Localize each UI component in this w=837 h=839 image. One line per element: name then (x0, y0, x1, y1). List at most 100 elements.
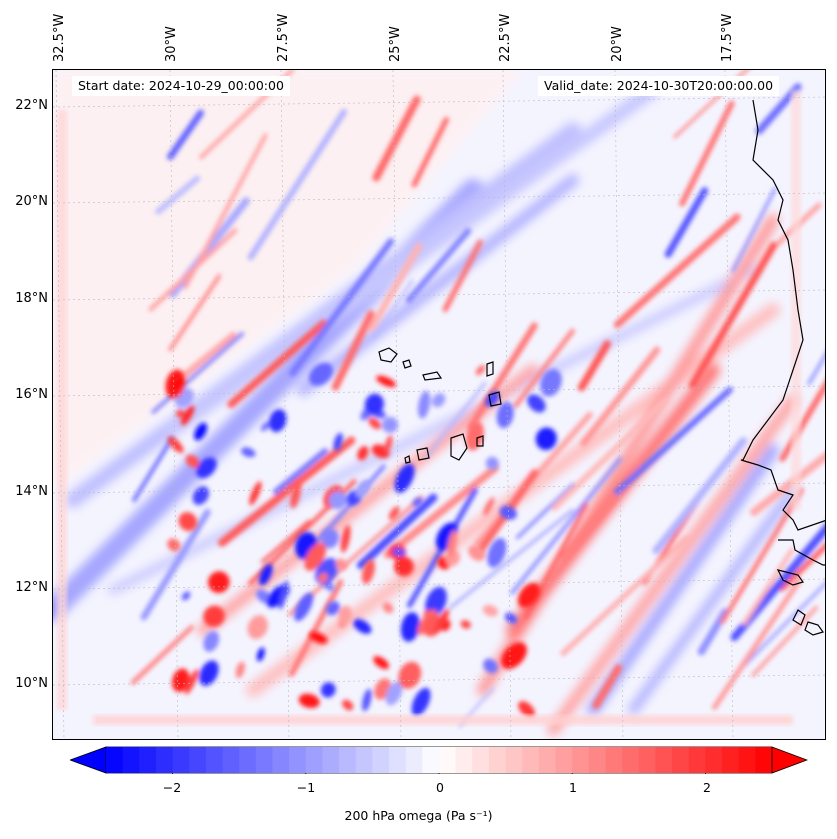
river-estuary (776, 569, 804, 586)
omega-cell (368, 417, 382, 430)
omega-streak (405, 228, 472, 304)
omega-streak (130, 624, 194, 685)
lon-label-25w: 25°W (388, 26, 403, 62)
omega-cell (373, 656, 389, 670)
colorbar-step (422, 747, 440, 773)
omega-cell (392, 547, 406, 557)
omega-band (628, 485, 798, 715)
colorbar-step (722, 747, 740, 773)
colorbar-tick-label: 1 (569, 780, 577, 795)
colorbar-step (106, 747, 124, 773)
omega-cell (308, 362, 333, 386)
omega-streak (467, 322, 538, 431)
colorbar-step (688, 747, 706, 773)
map-panel[interactable] (52, 69, 826, 740)
lat-label-22n: 22°N (15, 98, 48, 113)
colorbar-step (655, 747, 673, 773)
omega-cell (247, 615, 268, 640)
omega-cell (167, 436, 184, 453)
omega-cell (181, 591, 191, 601)
lat-label-14n: 14°N (15, 484, 48, 499)
colorbar-step (305, 747, 323, 773)
omega-cell (184, 669, 199, 695)
omega-band (547, 394, 799, 736)
omega-streak (168, 274, 222, 352)
omega-cell (203, 630, 220, 652)
lon-label-20w: 20°W (610, 26, 625, 62)
colorbar-step (472, 747, 490, 773)
colorbar-step (705, 747, 723, 773)
omega-cell (411, 687, 431, 717)
colorbar-tick-marks (172, 773, 706, 774)
lat-label-16n: 16°N (15, 387, 48, 402)
west-africa-coast (740, 99, 825, 531)
omega-cell (487, 538, 507, 568)
coastlines (740, 99, 825, 636)
colorbar-step (439, 747, 457, 773)
omega-streak (183, 133, 268, 290)
omega-cell (172, 668, 190, 693)
omega-streak (673, 70, 749, 139)
omega-cell (501, 642, 527, 669)
convective-cells (165, 362, 562, 718)
lat-label-12n: 12°N (15, 580, 48, 595)
parallel-line (53, 96, 825, 108)
parallel-line (53, 289, 825, 301)
omega-cell (318, 572, 328, 583)
omega-cell (196, 457, 217, 479)
colorbar-tick-label: −1 (296, 780, 316, 795)
colorbar-step (339, 747, 357, 773)
maio-island (476, 435, 484, 447)
omega-cell (355, 479, 371, 498)
colorbar-step (255, 747, 273, 773)
omega-cell (475, 364, 486, 376)
colorbar-label: 200 hPa omega (Pa s⁻¹) (344, 808, 493, 823)
valid-date-annotation: Valid_date: 2024-10-30T20:00:00.00 (538, 76, 780, 96)
omega-cell (294, 592, 314, 622)
colorbar-step (172, 747, 190, 773)
omega-cell (173, 378, 184, 390)
omega-cell (309, 631, 328, 644)
bijagos-island-a (792, 609, 806, 626)
meridian-line (280, 70, 290, 739)
colorbar-step (272, 747, 290, 773)
graticule (53, 70, 825, 739)
omega-streak (779, 543, 825, 592)
omega-cell (353, 618, 372, 634)
omega-streak (372, 95, 421, 182)
omega-cell (256, 647, 265, 662)
omega-cell (434, 609, 450, 635)
colorbar (70, 746, 808, 774)
omega-cell (385, 681, 403, 706)
omega-streak (356, 493, 438, 570)
lat-label-10n: 10°N (15, 676, 48, 691)
lat-label-20n: 20°N (15, 194, 48, 209)
omega-streak (424, 381, 487, 459)
omega-streak (515, 482, 575, 540)
omega-cell (335, 558, 348, 571)
boa-vista-island (488, 391, 502, 407)
omega-cell (483, 658, 498, 674)
omega-streak (288, 579, 344, 677)
omega-cell (394, 463, 415, 493)
omega-streak (272, 448, 329, 495)
colorbar-step (555, 747, 573, 773)
omega-cell (333, 432, 343, 451)
omega-cell (412, 497, 423, 508)
lon-label-30w: 30°W (164, 26, 179, 62)
omega-streak (217, 436, 356, 547)
santo-antao-island (378, 347, 398, 363)
colorbar-steps (106, 747, 773, 773)
bottom-boundary-strip (93, 715, 793, 725)
left-boundary-strip (57, 110, 67, 710)
omega-cell (298, 693, 320, 708)
omega-cell (290, 481, 302, 509)
guinea-bissau-coast (778, 539, 825, 566)
omega-streak (247, 108, 347, 261)
omega-streak (260, 519, 311, 564)
omega-streak (577, 340, 612, 392)
colorbar-step (672, 747, 690, 773)
colorbar-step (289, 747, 307, 773)
colorbar-step (189, 747, 207, 773)
colorbar-step (622, 747, 640, 773)
